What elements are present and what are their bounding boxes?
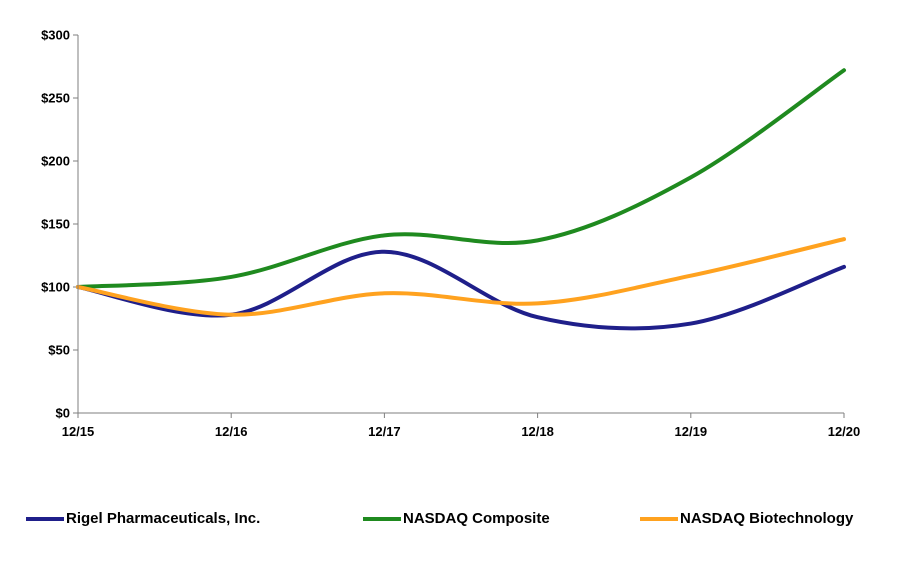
x-tick-label: 12/15 xyxy=(62,424,95,439)
y-tick-label: $100 xyxy=(41,280,70,295)
series-line-nasdaq-biotechnology xyxy=(76,237,846,317)
legend-swatch-nasdaq-composite xyxy=(363,516,401,521)
legend-label-rigel: Rigel Pharmaceuticals, Inc. xyxy=(66,510,261,527)
legend-swatch-rigel xyxy=(26,516,64,521)
y-tick-label: $300 xyxy=(41,28,70,43)
x-tick-label: 12/18 xyxy=(521,424,554,439)
x-tick-label: 12/19 xyxy=(675,424,708,439)
legend-item-nasdaq-composite: NASDAQ Composite xyxy=(363,510,550,527)
y-tick-label: $0 xyxy=(56,406,70,421)
y-tick-label: $50 xyxy=(48,343,70,358)
y-tick-label: $250 xyxy=(41,91,70,106)
legend-swatch-nasdaq-biotechnology xyxy=(640,516,678,521)
legend: Rigel Pharmaceuticals, Inc. NASDAQ Compo… xyxy=(0,510,917,540)
series-line-nasdaq-composite xyxy=(76,68,846,289)
x-tick-label: 12/20 xyxy=(828,424,861,439)
y-axis-ticks: $0 $50 $100 $150 $200 $250 $300 xyxy=(41,28,78,421)
legend-label-nasdaq-composite: NASDAQ Composite xyxy=(403,510,550,527)
x-tick-label: 12/17 xyxy=(368,424,401,439)
x-tick-label: 12/16 xyxy=(215,424,248,439)
series-lines xyxy=(76,68,846,331)
legend-item-nasdaq-biotechnology: NASDAQ Biotechnology xyxy=(640,510,853,527)
legend-item-rigel: Rigel Pharmaceuticals, Inc. xyxy=(26,510,260,527)
series-line-rigel xyxy=(76,249,846,331)
y-tick-label: $200 xyxy=(41,154,70,169)
legend-label-nasdaq-biotechnology: NASDAQ Biotechnology xyxy=(680,510,854,527)
y-tick-label: $150 xyxy=(41,217,70,232)
x-axis-ticks: 12/15 12/16 12/17 12/18 12/19 12/20 xyxy=(62,413,861,439)
